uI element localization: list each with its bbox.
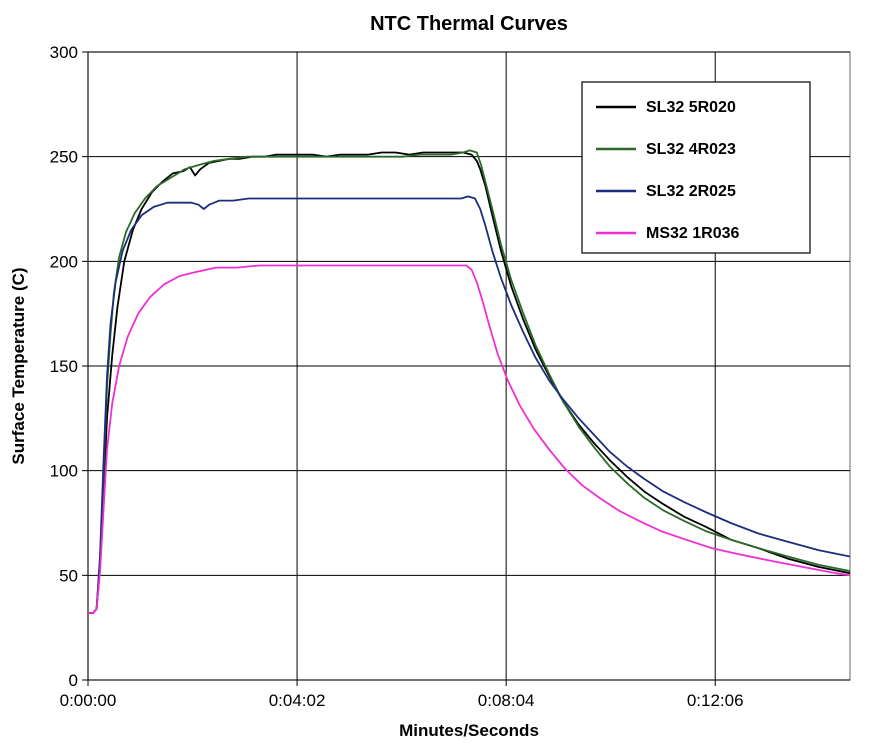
x-tick-label: 0:04:02 — [269, 691, 326, 710]
y-tick-label: 250 — [50, 148, 78, 167]
legend-label: SL32 5R020 — [646, 99, 736, 116]
x-tick-label: 0:12:06 — [687, 691, 744, 710]
y-axis-label: Surface Temperature (C) — [9, 267, 28, 464]
y-tick-label: 0 — [69, 671, 78, 690]
x-tick-label: 0:00:00 — [60, 691, 117, 710]
x-axis-label: Minutes/Seconds — [399, 721, 539, 740]
chart-title: NTC Thermal Curves — [370, 13, 568, 35]
y-tick-label: 150 — [50, 357, 78, 376]
chart-container: { "chart": { "type": "line", "title": "N… — [0, 0, 870, 752]
legend-label: MS32 1R036 — [646, 225, 739, 242]
y-tick-label: 100 — [50, 462, 78, 481]
y-tick-label: 200 — [50, 252, 78, 271]
legend-label: SL32 2R025 — [646, 183, 736, 200]
y-tick-label: 300 — [50, 43, 78, 62]
ntc-thermal-curves-chart: 0:00:00 0:04:02 0:08:04 0:12:06 0 50 100 150 200… — [0, 0, 870, 752]
x-tick-label: 0:08:04 — [478, 691, 535, 710]
y-tick-label: 50 — [59, 566, 78, 585]
legend-label: SL32 4R023 — [646, 141, 736, 158]
